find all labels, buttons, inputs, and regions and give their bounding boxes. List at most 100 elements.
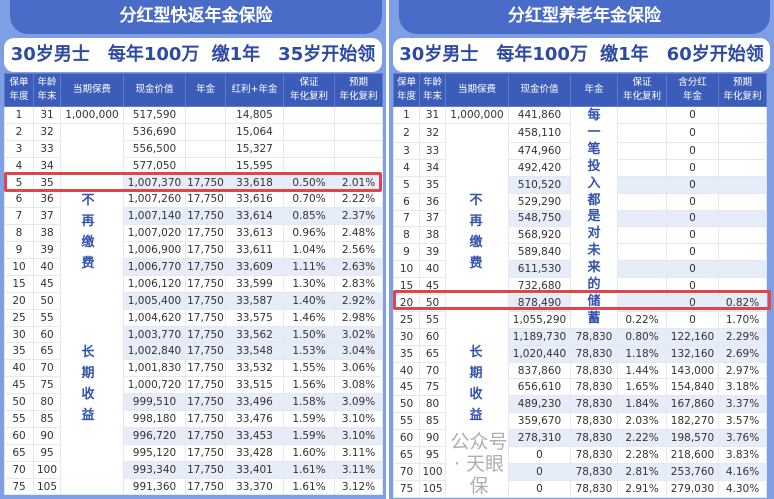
guaranteed-rate-cell (617, 158, 667, 177)
panel-subtitle: 30岁男士 每年100万 缴1年 35岁开始领取 (4, 38, 382, 99)
annuity-cell: 17,750 (185, 224, 226, 243)
guaranteed-rate-cell: 1.58% (283, 393, 335, 412)
benefit-table: 保单 年度 年龄 年末 当期保费 现金价值 年金 红利+年金 保证 年化复利 预期 年化复利 1… (4, 73, 383, 496)
table-row: 35 65 1,020,440 78,830 1.18% 132,160 2.69% (393, 344, 767, 363)
guaranteed-rate-cell: 1.61% (283, 477, 335, 496)
expected-rate-cell (718, 243, 767, 262)
dividend-annuity-cell: 0 (666, 192, 719, 211)
policy-year-cell: 7 (4, 207, 34, 226)
dividend-annuity-cell: 33,575 (225, 308, 284, 327)
guaranteed-rate-cell: 1.46% (283, 308, 335, 327)
dividend-annuity-cell: 122,160 (666, 327, 719, 346)
dividend-annuity-cell: 33,562 (225, 325, 284, 344)
age-cell: 34 (419, 158, 446, 177)
expected-rate-cell: 2.83% (334, 274, 383, 293)
annuity-cell: 78,830 (570, 446, 618, 464)
expected-rate-cell: 3.10% (334, 410, 383, 428)
policy-year-cell: 35 (4, 342, 34, 361)
policy-year-cell: 25 (393, 310, 420, 329)
dividend-annuity-cell: 0 (666, 209, 719, 228)
policy-year-cell: 5 (4, 173, 34, 192)
guaranteed-rate-cell: 2.22% (617, 429, 667, 448)
dividend-annuity-cell: 33,611 (225, 241, 284, 260)
policy-year-cell: 4 (4, 156, 34, 175)
expected-rate-cell: 0.82% (718, 294, 767, 312)
column-header: 含分红 年金 (666, 73, 719, 107)
guaranteed-rate-cell (617, 226, 667, 245)
dividend-annuity-cell: 33,609 (225, 258, 284, 276)
age-cell: 105 (33, 477, 61, 496)
guaranteed-rate-cell (617, 243, 667, 262)
expected-rate-cell (718, 158, 767, 177)
guaranteed-rate-cell: 0.22% (617, 310, 667, 329)
dividend-annuity-cell: 0 (666, 310, 719, 329)
policy-year-cell: 6 (393, 192, 420, 211)
guaranteed-rate-cell (283, 139, 335, 158)
age-cell: 50 (33, 291, 61, 310)
cash-value-cell: 732,680 (508, 277, 571, 295)
no-more-premium-label: 不再缴费 (469, 193, 483, 271)
policy-year-cell: 10 (393, 260, 420, 279)
premium-cell: 1,000,000 (445, 106, 509, 124)
expected-rate-cell: 3.02% (334, 325, 383, 344)
table-row: 1 31 1,000,000 517,590 14,805 (4, 106, 383, 124)
guaranteed-rate-cell: 1.65% (617, 378, 667, 397)
dividend-annuity-cell: 33,476 (225, 410, 284, 428)
cash-value-cell: 556,500 (123, 139, 186, 158)
annuity-cell (185, 156, 226, 175)
guaranteed-rate-cell (283, 156, 335, 175)
policy-year-cell: 35 (393, 344, 420, 363)
policy-year-cell: 8 (393, 226, 420, 245)
guaranteed-rate-cell: 1.04% (283, 241, 335, 260)
annuity-cell: 17,750 (185, 342, 226, 361)
policy-year-cell: 45 (4, 376, 34, 395)
expected-rate-cell: 2.22% (334, 190, 383, 209)
cash-value-cell: 656,610 (508, 378, 571, 397)
guaranteed-rate-cell: 1.59% (283, 410, 335, 428)
dividend-annuity-cell: 33,496 (225, 393, 284, 412)
age-cell: 37 (33, 207, 61, 226)
table-row: 75 105 0 78,830 2.91% 279,030 4.30% (393, 479, 767, 498)
cash-value-cell: 1,007,260 (123, 190, 186, 209)
policy-year-cell: 1 (4, 106, 34, 124)
policy-year-cell: 50 (393, 395, 420, 414)
policy-year-cell: 3 (393, 141, 420, 160)
dividend-annuity-cell: 167,860 (666, 395, 719, 414)
guaranteed-rate-cell: 1.11% (283, 258, 335, 276)
age-cell: 55 (419, 310, 446, 329)
dividend-annuity-cell: 33,453 (225, 426, 284, 445)
cash-value-cell: 996,720 (123, 426, 186, 445)
column-header: 现金价值 (123, 73, 186, 107)
expected-rate-cell: 2.69% (718, 344, 767, 363)
policy-year-cell: 8 (4, 224, 34, 243)
age-cell: 33 (33, 139, 61, 158)
long-term-return-label: 长期收益 (81, 345, 95, 423)
age-cell: 80 (419, 395, 446, 414)
guaranteed-rate-cell: 1.60% (283, 443, 335, 462)
table-row: 10 40 611,530 0 (393, 260, 767, 279)
age-cell: 32 (33, 122, 61, 141)
cash-value-cell: 991,360 (123, 477, 186, 496)
cash-value-cell: 1,189,730 (508, 327, 571, 346)
guaranteed-rate-cell (283, 106, 335, 124)
guaranteed-rate-cell: 0.80% (617, 327, 667, 346)
cash-value-cell: 1,020,440 (508, 344, 571, 363)
dividend-annuity-cell: 33,614 (225, 207, 284, 226)
expected-rate-cell: 2.63% (334, 258, 383, 276)
annuity-cell: 17,750 (185, 443, 226, 462)
policy-year-cell: 30 (393, 327, 420, 346)
table-row: 2 32 536,690 15,064 (4, 122, 383, 496)
cash-value-cell: 529,290 (508, 192, 571, 211)
annuity-cell: 17,750 (185, 173, 226, 192)
cash-value-cell: 1,006,770 (123, 258, 186, 276)
guaranteed-rate-cell: 0.85% (283, 207, 335, 226)
table-row: 1 31 1,000,000 441,860 每 一 笔 投 入 都 是 对 未 来 的… (393, 106, 767, 329)
cash-value-cell: 441,860 (508, 106, 571, 124)
policy-year-cell: 7 (393, 209, 420, 228)
policy-year-cell: 55 (393, 412, 420, 431)
dividend-annuity-cell: 132,160 (666, 344, 719, 363)
age-cell: 95 (419, 446, 446, 464)
dividend-annuity-cell: 218,600 (666, 446, 719, 464)
age-cell: 70 (419, 361, 446, 380)
table-row: 60 90 278,310 78,830 2.22% 198,570 3.76% (393, 429, 767, 448)
